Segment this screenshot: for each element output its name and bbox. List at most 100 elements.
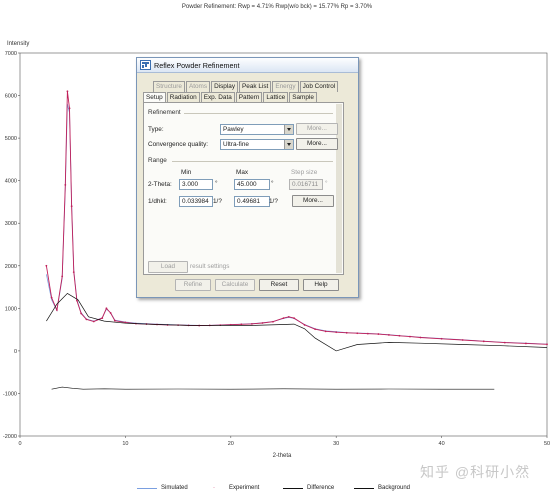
result-settings-label: result settings [190,263,230,270]
experiment-point [366,332,369,335]
experiment-point [287,315,290,318]
experiment-point [282,317,285,320]
convergence-label: Convergence quality: [148,141,209,148]
experiment-point [461,339,464,341]
tabs-row-2: Setup Radiation Exp. Data Pattern Lattic… [143,92,348,104]
tab-job-control[interactable]: Job Control [299,81,339,92]
x-tick-label: 0 [18,441,21,447]
experiment-point [55,309,58,311]
experiment-point [409,335,411,338]
tab-atoms[interactable]: Atoms [185,81,211,92]
experiment-point [70,205,73,208]
x-tick-label: 10 [122,441,128,447]
y-tick-label: 3000 [5,221,17,227]
x-tick-label: 50 [544,441,550,447]
range-more-button[interactable]: More... [292,195,334,207]
tabs-row-1: Structure Atoms Display Peak List Energy… [153,81,358,92]
step-size-label: Step size [291,169,318,176]
x-tick-label: 20 [228,441,234,447]
experiment-point [345,331,348,334]
experiment-point [419,336,422,339]
panel-scrollbar[interactable] [336,104,342,273]
range-divider [172,161,333,162]
experiment-point [293,317,295,320]
refine-button[interactable]: Refine [175,279,211,291]
experiment-point [482,340,485,343]
y-tick-label: 2000 [5,264,17,270]
two-theta-min-input[interactable]: 3.000 [179,179,213,190]
tab-radiation[interactable]: Radiation [166,92,200,103]
legend-difference: Difference [283,485,334,491]
two-theta-min-unit: ° [215,180,218,187]
y-tick-label: 7000 [5,51,17,57]
watermark: 知乎 @科研小然 [420,464,531,480]
experiment-point [250,322,253,325]
calculate-button[interactable]: Calculate [215,279,255,291]
tab-peak-list[interactable]: Peak List [239,81,272,92]
experiment-point [272,320,274,323]
type-select[interactable]: Pawley [220,124,294,135]
tab-lattice[interactable]: Lattice [263,92,289,103]
series-difference-line [51,386,495,390]
step-size-unit: ° [325,180,328,187]
reflex-app-icon [140,60,151,70]
chevron-down-icon[interactable] [284,140,293,149]
y-tick-label: 1000 [5,306,17,312]
range-section-label: Range [148,157,167,164]
experiment-point [80,312,83,315]
tab-setup[interactable]: Setup [143,92,166,104]
step-size-input[interactable]: 0.016711 [289,179,323,190]
type-label: Type: [148,126,164,133]
reset-button[interactable]: Reset [259,279,299,291]
experiment-point [66,90,69,93]
two-theta-max-input[interactable]: 45.000 [234,179,270,190]
load-button[interactable]: Load [148,261,188,273]
convergence-select[interactable]: Ultra-fine [220,139,294,150]
experiment-point [303,324,306,326]
x-tick-label: 40 [439,441,445,447]
dhkl-min-input[interactable]: 0.033984 [179,196,213,207]
experiment-point [92,320,95,323]
two-theta-label: 2-Theta: [148,181,172,188]
tab-sample[interactable]: Sample [289,92,317,103]
experiment-point [356,332,359,335]
tab-pattern[interactable]: Pattern [235,92,263,103]
min-label: Min [181,169,192,176]
experiment-point [261,322,264,324]
type-more-button[interactable]: More... [296,123,338,135]
convergence-more-button[interactable]: More... [296,138,338,150]
experiment-point [76,299,78,302]
tab-energy[interactable]: Energy [272,81,299,92]
experiment-point [109,312,112,314]
tab-exp-data[interactable]: Exp. Data [200,92,235,103]
refinement-header: Powder Refinement: Rwp = 4.71% Rwp(w/o b… [182,4,373,10]
max-label: Max [236,169,249,176]
dhkl-max-input[interactable]: 0.49681 [234,196,270,207]
legend-experiment: · Experiment [213,485,260,491]
experiment-point [314,328,317,331]
experiment-point [105,307,108,310]
experiment-point [240,323,243,326]
experiment-point [64,184,67,186]
dialog-title: Reflex Powder Refinement [154,60,240,70]
help-button[interactable]: Help [303,279,339,291]
experiment-point [85,318,88,321]
experiment-point [45,264,48,267]
dialog-titlebar[interactable]: Reflex Powder Refinement [137,58,358,73]
experiment-point [101,317,104,320]
tab-structure[interactable]: Structure [153,81,185,92]
x-tick-label: 30 [333,441,339,447]
refinement-section-label: Refinement [148,109,181,116]
reflex-powder-refinement-dialog: Reflex Powder Refinement Structure Atoms… [136,57,359,298]
chevron-down-icon[interactable] [284,125,293,134]
series-background-line [46,292,548,352]
experiment-point [50,296,53,299]
y-tick-label: 6000 [5,94,17,100]
legend-simulated: Simulated [137,485,188,491]
y-tick-label: 5000 [5,136,17,142]
dhkl-max-unit: 1/? [269,198,278,205]
experiment-point [546,343,548,346]
dhkl-label: 1/dhkl: [148,198,167,205]
tab-display[interactable]: Display [211,81,239,92]
